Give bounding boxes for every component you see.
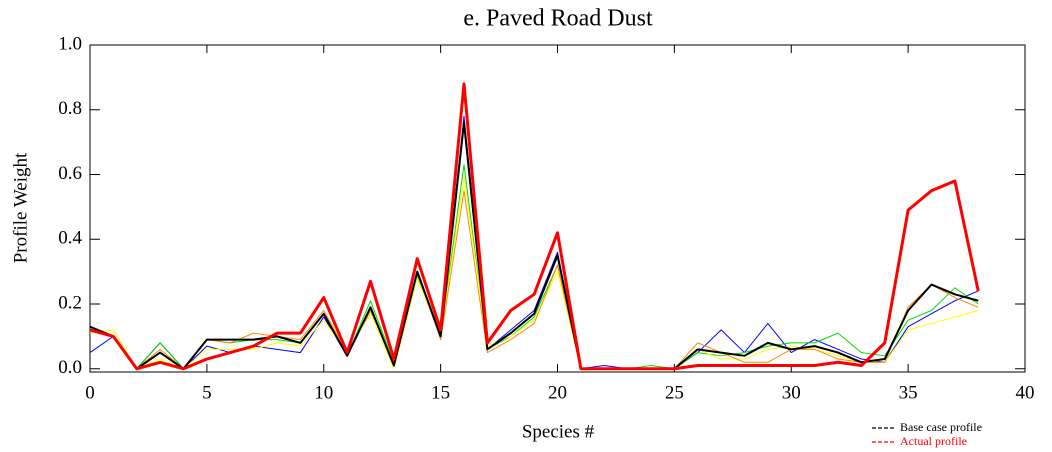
x-tick-label: 35 — [899, 382, 918, 403]
x-tick-label: 25 — [665, 382, 684, 403]
x-tick-label: 5 — [202, 382, 212, 403]
x-tick-label: 15 — [431, 382, 450, 403]
x-tick-label: 10 — [314, 382, 333, 403]
x-tick-label: 0 — [85, 382, 95, 403]
y-axis-label: Profile Weight — [10, 152, 31, 263]
x-tick-label: 30 — [782, 382, 801, 403]
x-tick-label: 40 — [1016, 382, 1035, 403]
series-line — [89, 82, 980, 371]
y-tick-label: 0.0 — [58, 357, 82, 378]
y-tick-label: 0.8 — [58, 98, 82, 119]
series-line — [89, 121, 979, 370]
y-tick-label: 0.2 — [58, 292, 82, 313]
series-line — [89, 164, 979, 370]
y-tick-label: 1.0 — [58, 33, 82, 54]
x-tick-label: 20 — [548, 382, 567, 403]
y-tick-label: 0.4 — [58, 228, 82, 249]
y-tick-label: 0.6 — [58, 163, 82, 184]
legend-label: Base case profile — [900, 420, 982, 434]
chart-title: e. Paved Road Dust — [463, 6, 653, 32]
legend-label: Actual profile — [900, 434, 967, 448]
x-axis-label: Species # — [522, 421, 595, 442]
